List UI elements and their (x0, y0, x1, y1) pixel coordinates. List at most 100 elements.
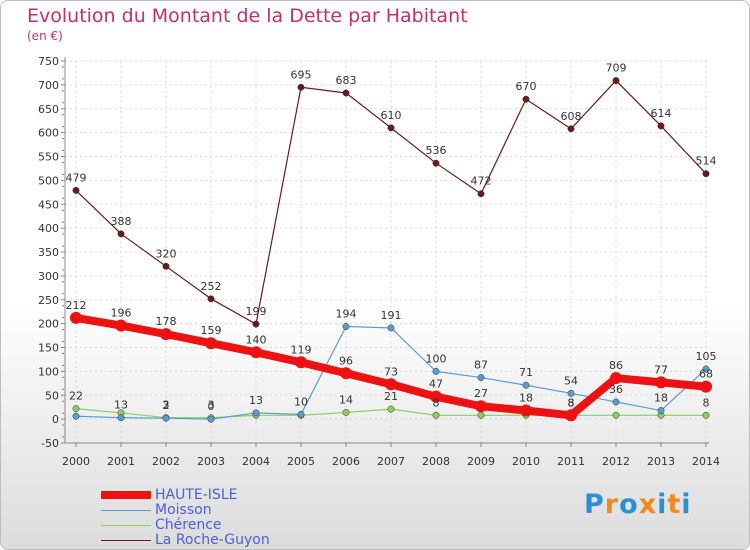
data-label: 178 (156, 315, 177, 328)
data-point (475, 400, 487, 413)
legend-label-haute-isle: HAUTE-ISLE (155, 487, 238, 503)
data-label: 472 (471, 175, 492, 188)
data-point (432, 411, 440, 419)
data-label: 36 (609, 383, 623, 396)
logo-letter: i (681, 489, 692, 520)
x-tick-label: 2005 (287, 455, 315, 468)
data-label: 119 (291, 343, 312, 356)
data-point (610, 372, 622, 385)
data-label: 608 (561, 110, 582, 123)
data-label: 21 (384, 390, 398, 403)
data-point (702, 365, 710, 373)
unit-label: (en €) (27, 29, 63, 43)
data-point (162, 262, 170, 270)
data-label: 14 (339, 393, 353, 406)
data-label: 252 (201, 280, 222, 293)
data-point (342, 89, 350, 97)
data-point (205, 337, 217, 350)
logo-letter: r (604, 489, 620, 520)
legend-label-moisson: Moisson (155, 502, 212, 518)
data-label: 87 (474, 359, 488, 372)
data-point (700, 380, 712, 393)
data-point (657, 407, 665, 414)
data-label: 683 (336, 74, 357, 87)
data-label: 3 (208, 399, 215, 412)
y-tick-label: -50 (41, 437, 59, 450)
data-point (432, 159, 440, 167)
data-point (522, 95, 530, 103)
data-label: 10 (294, 395, 308, 408)
x-tick-label: 2000 (62, 455, 90, 468)
data-label: 388 (111, 215, 132, 228)
data-point (430, 390, 442, 403)
legend-swatch-la-roche-guyon (101, 540, 151, 541)
x-tick-label: 2004 (242, 455, 270, 468)
data-label: 8 (568, 396, 575, 409)
legend-label-la-roche-guyon: La Roche-Guyon (155, 532, 270, 548)
data-label: 47 (429, 378, 443, 391)
data-point (387, 124, 395, 132)
data-label: 22 (69, 390, 83, 403)
data-label: 18 (654, 392, 668, 405)
data-label: 68 (699, 368, 713, 381)
data-label: 194 (336, 307, 357, 320)
data-point (567, 125, 575, 133)
data-point (340, 367, 352, 380)
data-label: 27 (474, 387, 488, 400)
data-label: 212 (66, 299, 87, 312)
y-tick-label: 600 (38, 127, 59, 140)
x-tick-label: 2006 (332, 455, 360, 468)
y-tick-label: 100 (38, 365, 59, 378)
logo-letter: i (657, 489, 668, 520)
data-point (385, 378, 397, 391)
logo-letter: x (638, 489, 658, 520)
data-point (160, 328, 172, 341)
data-point (477, 374, 485, 382)
data-point (655, 376, 667, 389)
data-point (477, 411, 485, 419)
legend-swatch-moisson (101, 510, 151, 511)
x-tick-label: 2011 (557, 455, 585, 468)
data-point (657, 122, 665, 130)
x-tick-label: 2003 (197, 455, 225, 468)
data-label: 8 (703, 396, 710, 409)
data-point (252, 409, 260, 417)
data-label: 610 (381, 109, 402, 122)
logo-letter: o (619, 489, 639, 520)
data-point (702, 411, 710, 419)
data-label: 18 (519, 392, 533, 405)
y-tick-label: 350 (38, 246, 59, 259)
data-point (72, 405, 80, 413)
data-label: 13 (114, 399, 128, 412)
y-tick-label: 500 (38, 174, 59, 187)
data-label: 96 (339, 354, 353, 367)
chart-title: Evolution du Montant de la Dette par Hab… (27, 5, 468, 27)
data-point (702, 170, 710, 178)
data-label: 695 (291, 68, 312, 81)
data-point (162, 414, 170, 422)
data-label: 514 (696, 155, 717, 168)
y-tick-label: 250 (38, 294, 59, 307)
y-tick-label: 650 (38, 103, 59, 116)
y-tick-label: 150 (38, 342, 59, 355)
data-point (207, 295, 215, 303)
data-label: 3 (163, 399, 170, 412)
x-tick-label: 2002 (152, 455, 180, 468)
data-label: 196 (111, 307, 132, 320)
data-point (70, 311, 82, 324)
data-label: 709 (606, 62, 627, 75)
data-point (522, 381, 530, 389)
y-tick-label: 50 (45, 389, 59, 402)
data-label: 54 (564, 374, 578, 387)
data-point (520, 404, 532, 417)
data-point (565, 409, 577, 422)
data-point (297, 83, 305, 91)
data-label: 191 (381, 309, 402, 322)
data-point (387, 405, 395, 413)
data-label: 13 (249, 394, 263, 407)
data-label: 86 (609, 359, 623, 372)
y-tick-label: 400 (38, 222, 59, 235)
data-point (297, 410, 305, 418)
data-label: 105 (696, 350, 717, 363)
data-label: 536 (426, 144, 447, 157)
